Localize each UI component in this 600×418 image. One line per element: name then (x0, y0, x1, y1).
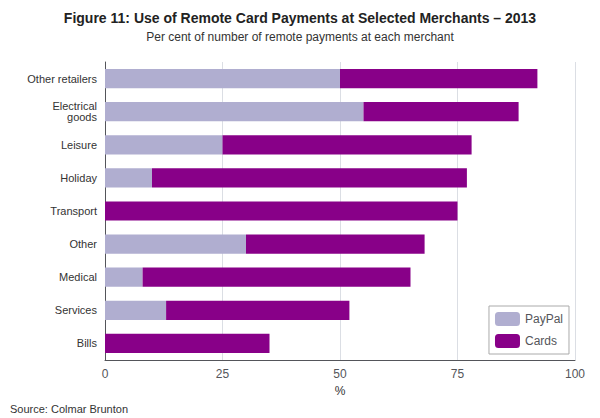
svg-text:Leisure: Leisure (61, 139, 97, 151)
svg-text:100: 100 (565, 367, 585, 381)
svg-text:%: % (335, 384, 346, 398)
svg-text:Medical: Medical (59, 271, 97, 283)
svg-text:50: 50 (333, 367, 347, 381)
svg-text:Transport: Transport (50, 205, 97, 217)
svg-text:Figure 11: Use of Remote Card: Figure 11: Use of Remote Card Payments a… (64, 10, 537, 26)
svg-text:0: 0 (102, 367, 109, 381)
svg-text:Other retailers: Other retailers (27, 73, 97, 85)
svg-text:Holiday: Holiday (60, 172, 97, 184)
svg-text:Cards: Cards (525, 334, 557, 348)
svg-text:Bills: Bills (77, 337, 98, 349)
svg-text:Other: Other (69, 238, 97, 250)
svg-text:Per cent of number of remote p: Per cent of number of remote payments at… (146, 30, 454, 44)
svg-text:Services: Services (55, 304, 98, 316)
svg-text:Source: Colmar Brunton: Source: Colmar Brunton (10, 403, 128, 415)
svg-text:Electrical: Electrical (52, 100, 97, 113)
svg-text:25: 25 (216, 367, 230, 381)
svg-text:75: 75 (451, 367, 465, 381)
svg-text:PayPal: PayPal (525, 312, 563, 326)
svg-text:goods: goods (67, 111, 97, 123)
